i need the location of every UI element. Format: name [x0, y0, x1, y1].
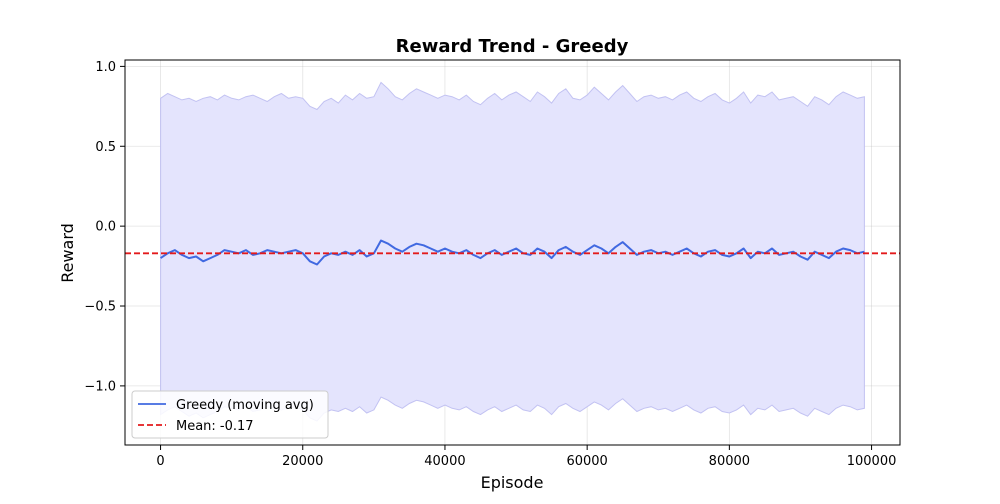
- legend-label-greedy: Greedy (moving avg): [176, 398, 314, 413]
- legend: Greedy (moving avg) Mean: -0.17: [131, 390, 329, 439]
- x-tick-label: 20000: [282, 454, 323, 469]
- legend-box: [131, 390, 329, 439]
- x-tick-label: 60000: [566, 454, 607, 469]
- x-tick-label: 0: [156, 454, 164, 469]
- legend-label-mean: Mean: -0.17: [176, 419, 254, 434]
- y-tick-label: −0.5: [84, 300, 116, 315]
- y-tick-label: 0.5: [95, 140, 116, 155]
- x-axis-label: Episode: [481, 473, 544, 492]
- x-axis-ticks: 0 20000 40000 60000 80000 100000: [156, 445, 896, 469]
- std-band: [160, 81, 865, 422]
- plot-frame: [124, 59, 901, 446]
- band-layer: [160, 81, 865, 422]
- x-tick-label: 100000: [847, 454, 897, 469]
- y-tick-label: −1.0: [84, 379, 116, 394]
- y-tick-label: 0.0: [95, 220, 116, 235]
- x-tick-label: 80000: [709, 454, 750, 469]
- y-axis-label: Reward: [58, 223, 77, 283]
- y-tick-label: 1.0: [95, 60, 116, 75]
- chart-title: Reward Trend - Greedy: [396, 36, 629, 57]
- x-tick-label: 40000: [424, 454, 465, 469]
- y-axis-ticks: 1.0 0.5 0.0 −0.5 −1.0: [84, 60, 125, 394]
